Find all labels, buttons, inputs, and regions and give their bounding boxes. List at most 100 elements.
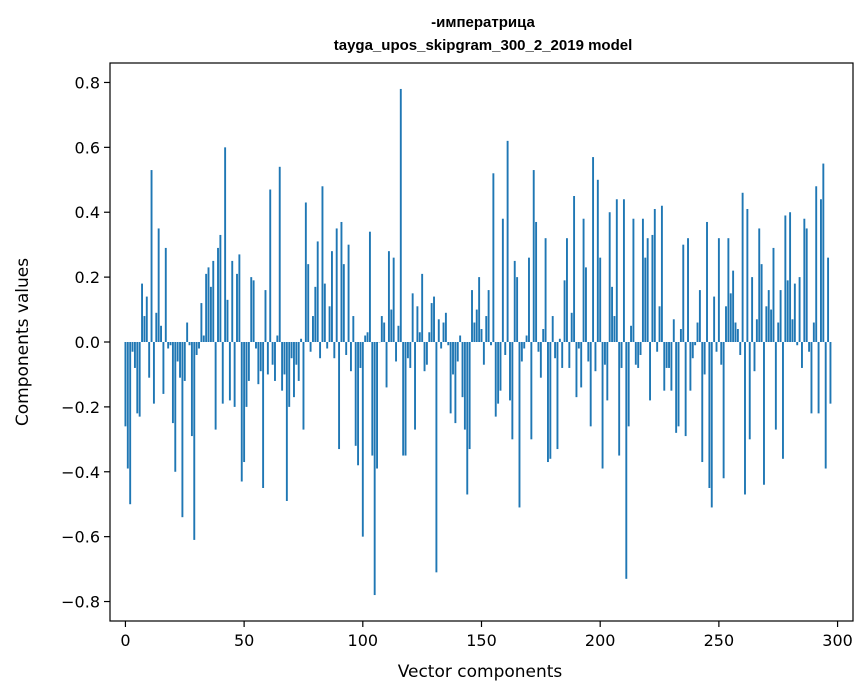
bar-6 — [138, 342, 141, 417]
bar-10 — [148, 342, 151, 378]
bar-81 — [316, 241, 319, 342]
bar-288 — [808, 342, 811, 352]
bar-93 — [345, 342, 348, 355]
bar-291 — [815, 186, 818, 342]
bar-228 — [665, 342, 668, 368]
bar-111 — [387, 251, 390, 342]
bar-119 — [406, 342, 409, 359]
bar-266 — [755, 319, 758, 342]
bar-203 — [606, 342, 609, 401]
bar-180 — [551, 316, 554, 342]
bar-127 — [425, 342, 428, 365]
bar-218 — [641, 218, 644, 342]
bar-27 — [188, 342, 191, 346]
bar-70 — [290, 342, 293, 359]
bar-254 — [727, 238, 730, 342]
y-tick-label: −0.2 — [61, 398, 100, 417]
bar-173 — [535, 221, 538, 342]
bar-8 — [143, 316, 146, 342]
bar-22 — [176, 342, 179, 362]
bar-289 — [810, 342, 813, 414]
bar-267 — [758, 228, 761, 342]
bar-129 — [430, 303, 433, 342]
bar-26 — [186, 322, 189, 342]
bar-40 — [219, 234, 222, 342]
bar-102 — [366, 332, 369, 342]
bar-23 — [179, 342, 181, 378]
x-axis-ticks: 0 50 100 150 200 250 300 — [120, 621, 853, 650]
bar-184 — [561, 342, 564, 368]
y-tick-label: 0.0 — [75, 333, 100, 352]
bar-103 — [368, 231, 371, 342]
bar-123 — [416, 306, 419, 342]
bar-3 — [131, 342, 134, 352]
bar-261 — [744, 342, 746, 495]
bar-263 — [748, 342, 751, 440]
y-tick-label: −0.4 — [61, 463, 100, 482]
bar-19 — [169, 342, 172, 346]
bar-234 — [679, 329, 682, 342]
chart-subtitle: tayga_upos_skipgram_300_2_2019 model — [334, 37, 633, 54]
bar-165 — [516, 277, 519, 342]
bar-105 — [373, 342, 376, 596]
bar-17 — [164, 247, 167, 342]
bar-222 — [651, 234, 654, 342]
bar-202 — [603, 342, 606, 365]
bar-256 — [732, 270, 735, 342]
bar-175 — [539, 342, 542, 378]
bar-240 — [694, 342, 697, 346]
bar-95 — [349, 342, 352, 372]
bar-7 — [141, 283, 143, 342]
bar-237 — [687, 238, 689, 342]
bar-76 — [304, 202, 307, 342]
y-tick-label: 0.8 — [75, 73, 100, 92]
bar-242 — [698, 290, 701, 342]
bar-198 — [594, 342, 597, 372]
y-tick-label: −0.8 — [61, 593, 100, 612]
bar-33 — [202, 335, 205, 342]
bar-85 — [326, 342, 329, 349]
bar-230 — [670, 342, 673, 391]
plot-frame — [109, 62, 854, 622]
bar-269 — [763, 342, 765, 485]
bar-48 — [238, 254, 241, 342]
bar-134 — [442, 322, 445, 342]
bar-194 — [585, 267, 587, 342]
bar-60 — [266, 342, 269, 375]
bar-98 — [357, 342, 360, 466]
bar-186 — [566, 238, 568, 342]
bar-283 — [796, 342, 799, 346]
bar-74 — [300, 338, 303, 342]
bar-137 — [449, 342, 452, 414]
y-tick-label: 0.6 — [75, 138, 100, 157]
bar-13 — [155, 312, 158, 342]
bar-53 — [250, 277, 253, 342]
bar-292 — [817, 342, 820, 414]
bar-38 — [214, 342, 217, 430]
bar-246 — [708, 342, 711, 488]
bar-214 — [632, 218, 635, 342]
bar-182 — [556, 342, 559, 450]
y-axis-ticks: −0.8 −0.6 −0.4 −0.2 0.0 0.2 0.4 0.6 0.8 — [61, 73, 110, 612]
x-axis-label: Vector components — [398, 662, 563, 682]
bar-25 — [183, 342, 186, 381]
bar-84 — [323, 283, 326, 342]
bar-138 — [452, 342, 454, 375]
bar-36 — [209, 286, 212, 342]
bar-149 — [478, 277, 481, 342]
bar-43 — [226, 299, 229, 342]
bar-264 — [751, 277, 754, 342]
bar-176 — [542, 329, 545, 342]
bar-20 — [171, 342, 174, 424]
bar-45 — [231, 260, 234, 342]
bar-121 — [411, 293, 414, 342]
bar-190 — [575, 342, 578, 398]
bar-57 — [259, 342, 262, 372]
bar-47 — [236, 273, 238, 342]
bar-34 — [205, 273, 208, 342]
bar-21 — [174, 342, 177, 472]
bar-295 — [824, 342, 827, 469]
bar-35 — [207, 267, 210, 342]
bar-97 — [354, 342, 357, 446]
bar-231 — [672, 319, 675, 342]
